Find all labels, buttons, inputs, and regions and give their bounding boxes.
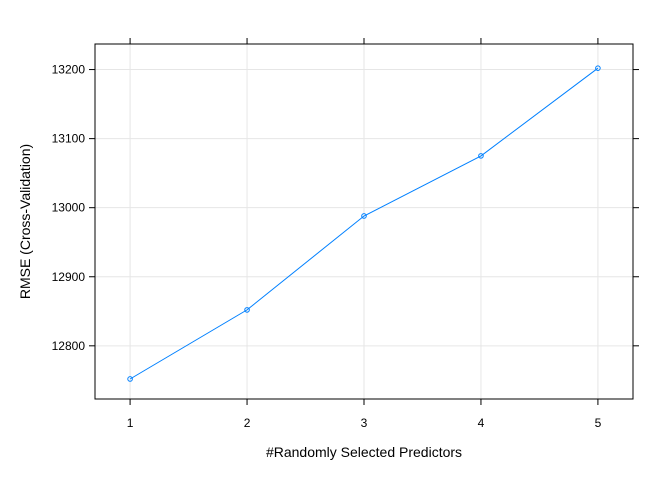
x-tick-label: 2 bbox=[244, 416, 251, 430]
y-tick-label: 13200 bbox=[52, 63, 86, 77]
y-tick-label: 13100 bbox=[52, 132, 86, 146]
series-line bbox=[129, 67, 599, 380]
y-tick-label: 12900 bbox=[52, 270, 86, 284]
x-tick-label: 1 bbox=[127, 416, 134, 430]
y-tick-label: 12800 bbox=[52, 339, 86, 353]
y-tick-label: 13000 bbox=[52, 201, 86, 215]
x-tick-label: 3 bbox=[361, 416, 368, 430]
data-point bbox=[361, 213, 367, 219]
data-point bbox=[595, 65, 601, 71]
y-axis-title: RMSE (Cross-Validation) bbox=[17, 144, 33, 299]
data-point bbox=[127, 376, 133, 382]
x-tick-label: 4 bbox=[478, 416, 485, 430]
series bbox=[127, 65, 601, 382]
data-point bbox=[478, 153, 484, 159]
ticks: 1 2 3 4 5 12800 12900 13000 13100 13200 bbox=[52, 38, 639, 430]
x-tick-label: 5 bbox=[595, 416, 602, 430]
grid bbox=[95, 44, 633, 399]
x-axis-title: #Randomly Selected Predictors bbox=[266, 444, 462, 460]
data-point bbox=[244, 307, 250, 313]
